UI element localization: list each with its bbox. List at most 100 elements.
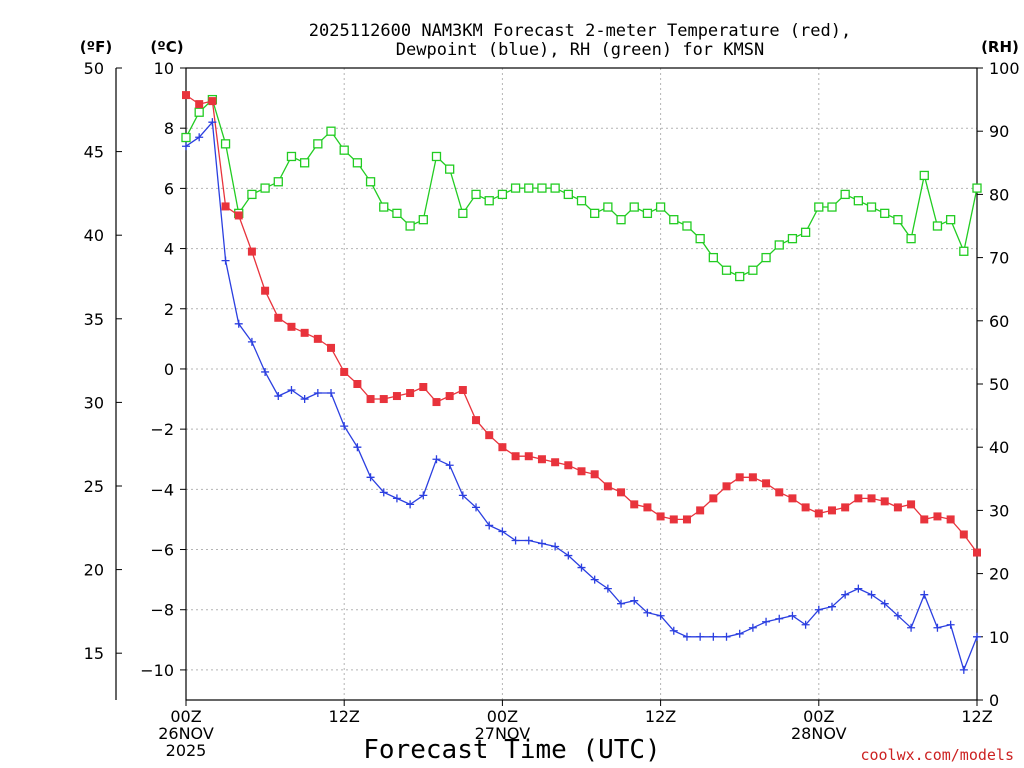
dewpoint-point: [419, 491, 428, 500]
dewpoint-point: [537, 539, 546, 548]
rh-point: [906, 233, 916, 244]
celsius-tick-label: 0: [164, 360, 174, 379]
temperature-point: [854, 494, 863, 503]
dewpoint-point: [498, 527, 507, 536]
dewpoint-point: [551, 542, 560, 551]
rh-point: [800, 227, 811, 237]
fahrenheit-tick-label: 25: [84, 477, 104, 496]
rh-point: [537, 183, 547, 193]
x-tick-label: 12Z: [961, 707, 992, 726]
temperature-point: [353, 380, 362, 388]
temperature-point: [287, 322, 296, 331]
rh-tick-label: 90: [989, 122, 1009, 141]
celsius-tick-label: −10: [140, 661, 174, 680]
celsius-tick-label: −2: [150, 420, 174, 439]
fahrenheit-unit-label: (ºF): [80, 38, 112, 56]
dewpoint-point: [762, 617, 771, 626]
rh-point: [682, 221, 692, 231]
temperature-point: [959, 530, 968, 539]
dewpoint-point: [261, 367, 270, 376]
rh-point: [590, 208, 600, 219]
temperature-point: [551, 458, 560, 467]
dewpoint-point: [590, 575, 599, 584]
temperature-point: [313, 334, 322, 343]
celsius-tick-label: 8: [164, 119, 174, 138]
dewpoint-point: [458, 491, 467, 500]
dewpoint-point: [366, 473, 375, 482]
dewpoint-point: [682, 632, 691, 641]
rh-tick-label: 80: [989, 185, 1009, 204]
rh-point: [576, 196, 587, 206]
rh-point: [497, 189, 508, 200]
temperature-point: [419, 383, 428, 392]
rh-point: [814, 202, 824, 212]
temperature-point: [445, 392, 454, 401]
y-tick-labels: 1086420−2−4−6−8−105045403530252015100908…: [84, 59, 1020, 710]
x-tick-label: 12Z: [329, 707, 360, 726]
temperature-point: [630, 500, 639, 509]
rh-point: [748, 265, 758, 275]
fahrenheit-tick-label: 45: [84, 143, 104, 162]
dewpoint-point: [432, 455, 441, 464]
dewpoint-point: [854, 584, 863, 593]
dewpoint-point: [814, 605, 823, 614]
temperature-point: [327, 343, 336, 352]
rh-point: [510, 183, 521, 193]
dewpoint-point: [669, 626, 678, 635]
rh-tick-label: 30: [989, 501, 1009, 520]
temperature-point: [669, 515, 678, 524]
rh-tick-label: 10: [989, 628, 1009, 647]
temperature-point: [261, 286, 270, 295]
dewpoint-point: [379, 488, 388, 497]
temperature-point: [234, 211, 243, 220]
temperature-point: [920, 515, 929, 524]
temperature-point: [208, 97, 217, 106]
dewpoint-point: [617, 599, 626, 608]
dewpoint-point: [775, 614, 784, 623]
temperature-point: [801, 503, 810, 512]
dewpoint-point: [959, 665, 968, 674]
x-tick-label: 28NOV: [791, 724, 847, 743]
rh-point: [313, 139, 323, 149]
rh-point: [365, 177, 376, 187]
rh-point: [194, 107, 204, 117]
temperature-point: [735, 473, 744, 482]
temperature-point: [682, 515, 691, 524]
rh-tick-label: 100: [989, 59, 1020, 78]
fahrenheit-tick-label: 15: [84, 644, 104, 663]
dewpoint-point: [893, 611, 902, 620]
temperature-point: [617, 488, 626, 497]
rh-point: [524, 183, 534, 193]
x-tick-label: 00Z: [170, 707, 201, 726]
dewpoint-point: [907, 623, 916, 632]
celsius-tick-label: 4: [164, 240, 174, 259]
temperature-point: [379, 395, 388, 404]
rh-point: [458, 208, 468, 219]
dewpoint-point: [577, 563, 586, 572]
temperature-point: [867, 494, 876, 503]
rh-point: [181, 132, 191, 143]
rh-point: [866, 202, 877, 212]
x-axis-title: Forecast Time (UTC): [363, 735, 660, 765]
rh-point: [945, 215, 956, 225]
temperature-point: [656, 512, 665, 521]
rh-point: [379, 202, 389, 212]
rh-point: [827, 202, 837, 212]
temperature-point: [748, 473, 757, 482]
x-tick-label: 12Z: [645, 707, 676, 726]
dewpoint-point: [195, 133, 204, 142]
celsius-tick-label: −8: [150, 601, 174, 620]
dewpoint-point: [656, 611, 665, 620]
dewpoint-point: [182, 142, 190, 151]
rh-point: [471, 189, 481, 200]
x-tick-label: 00Z: [803, 707, 834, 726]
temperature-point: [696, 506, 705, 515]
dewpoint-point: [300, 395, 309, 404]
x-tick-label: 27NOV: [475, 724, 531, 743]
dewpoint-point: [841, 590, 850, 599]
rh-point: [273, 177, 283, 187]
rh-point: [405, 221, 415, 231]
rh-point: [629, 202, 639, 212]
temperature-point: [880, 497, 889, 506]
temperature-point: [182, 91, 190, 100]
